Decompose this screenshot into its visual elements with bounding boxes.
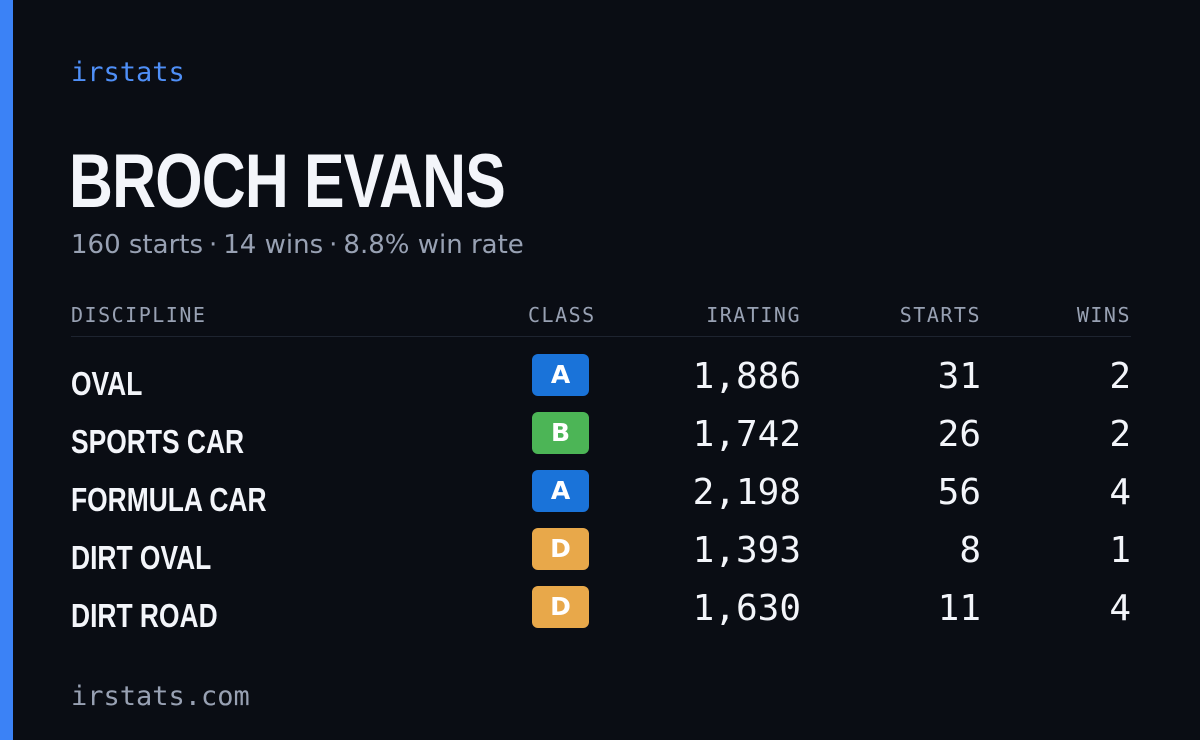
- row-starts: 31: [937, 356, 981, 397]
- class-badge: D: [532, 528, 589, 570]
- accent-bar: [0, 0, 13, 740]
- class-badge: A: [532, 354, 589, 396]
- row-discipline: DIRT OVAL: [71, 539, 212, 576]
- table-row: SPORTS CAR B 1,742 26 2: [71, 410, 1131, 468]
- driver-summary: 160 starts · 14 wins · 8.8% win rate: [71, 228, 524, 262]
- header-class: CLASS: [528, 303, 596, 327]
- summary-starts: 160 starts: [71, 230, 203, 260]
- row-starts: 56: [937, 472, 981, 513]
- footer-url: irstats.com: [71, 681, 250, 712]
- summary-wins: 14 wins: [223, 230, 324, 260]
- row-wins: 2: [1109, 356, 1131, 397]
- row-discipline: SPORTS CAR: [71, 423, 245, 460]
- brand-logo-text: irstats: [71, 57, 185, 88]
- row-discipline: FORMULA CAR: [71, 481, 267, 518]
- row-starts: 26: [937, 414, 981, 455]
- table-row: DIRT ROAD D 1,630 11 4: [71, 584, 1131, 642]
- row-irating: 1,393: [692, 530, 801, 571]
- row-wins: 4: [1109, 588, 1131, 629]
- table-row: FORMULA CAR A 2,198 56 4: [71, 468, 1131, 526]
- row-discipline: DIRT ROAD: [71, 597, 218, 634]
- class-badge: B: [532, 412, 589, 454]
- table-row: DIRT OVAL D 1,393 8 1: [71, 526, 1131, 584]
- row-wins: 4: [1109, 472, 1131, 513]
- row-wins: 2: [1109, 414, 1131, 455]
- class-badge: A: [532, 470, 589, 512]
- stats-table-header: DISCIPLINE CLASS IRATING STARTS WINS: [71, 298, 1131, 337]
- row-wins: 1: [1109, 530, 1131, 571]
- row-irating: 1,630: [692, 588, 801, 629]
- header-wins: WINS: [1076, 303, 1131, 327]
- row-irating: 1,886: [692, 356, 801, 397]
- stats-table-body: OVAL A 1,886 31 2 SPORTS CAR B 1,742 26 …: [71, 352, 1131, 642]
- summary-win-rate: 8.8% win rate: [343, 230, 524, 260]
- summary-separator: ·: [329, 230, 338, 260]
- class-badge: D: [532, 586, 589, 628]
- header-discipline: DISCIPLINE: [71, 303, 207, 327]
- header-irating: IRATING: [706, 303, 801, 327]
- summary-separator: ·: [209, 230, 218, 260]
- table-row: OVAL A 1,886 31 2: [71, 352, 1131, 410]
- row-irating: 2,198: [692, 472, 801, 513]
- row-irating: 1,742: [692, 414, 801, 455]
- header-starts: STARTS: [899, 303, 981, 327]
- driver-name: BROCH EVANS: [69, 139, 506, 224]
- row-starts: 8: [959, 530, 981, 571]
- row-starts: 11: [937, 588, 981, 629]
- row-discipline: OVAL: [71, 365, 143, 402]
